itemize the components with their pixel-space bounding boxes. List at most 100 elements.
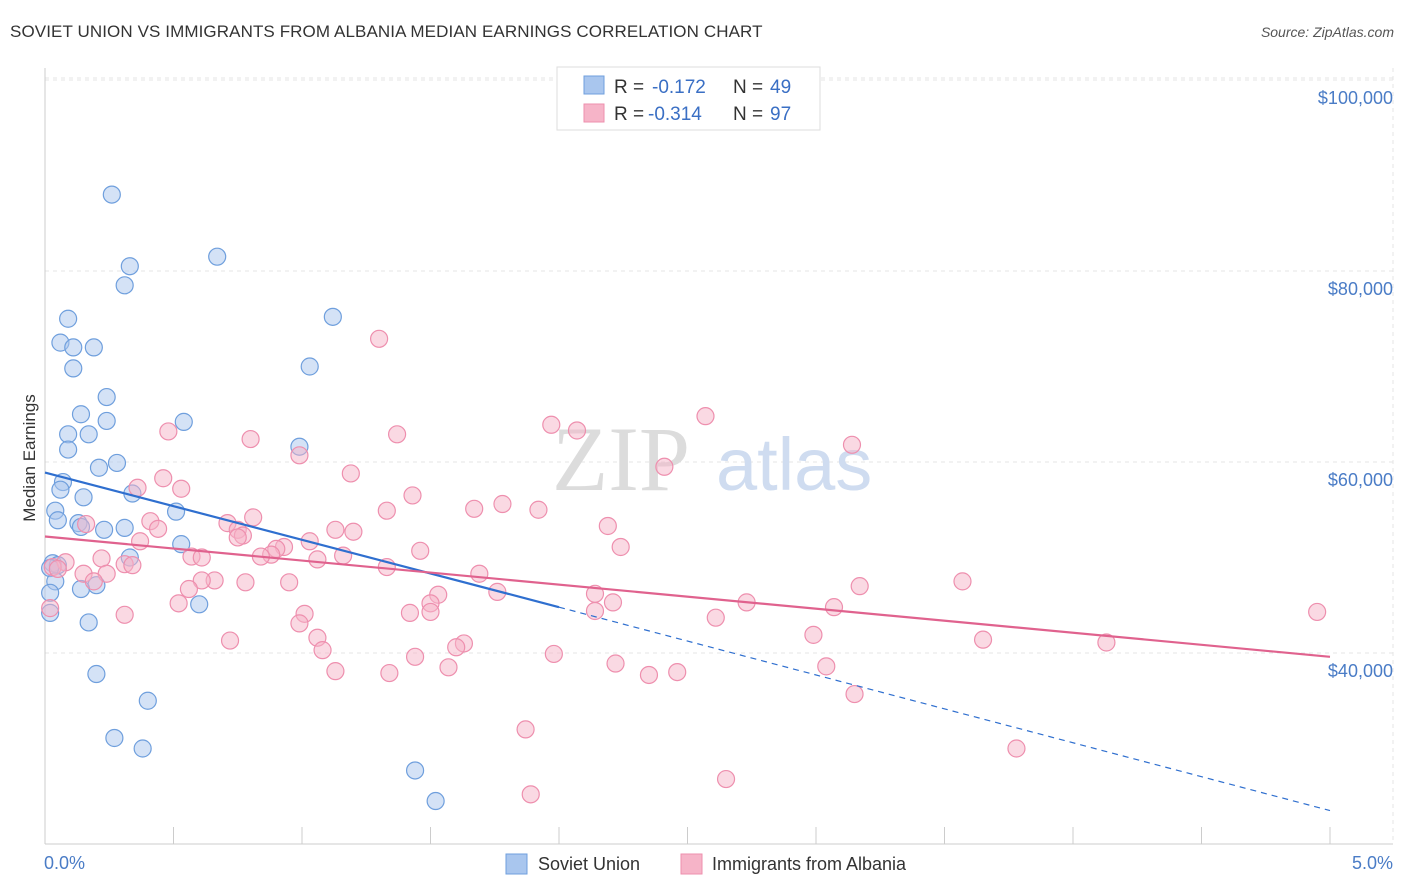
point-albania: [169, 594, 188, 613]
point-soviet-union: [59, 309, 78, 328]
point-soviet-union: [84, 338, 103, 357]
legend-r-label-1: R =: [614, 77, 644, 98]
y-tick-label: $40,000: [1328, 661, 1393, 681]
point-albania: [154, 469, 173, 488]
point-soviet-union: [48, 511, 67, 530]
bottom-legend-swatch-soviet-union: [505, 853, 528, 875]
point-albania: [598, 516, 617, 536]
point-soviet-union: [41, 583, 60, 602]
point-albania: [41, 599, 60, 618]
point-albania: [603, 593, 623, 612]
point-albania: [611, 537, 630, 557]
source-label: Source: ZipAtlas.com: [1260, 24, 1394, 40]
point-albania: [326, 520, 345, 539]
point-albania: [290, 446, 309, 465]
trend-line-soviet-union: [44, 471, 560, 609]
point-soviet-union: [115, 276, 134, 295]
point-albania: [470, 564, 489, 583]
y-axis-label: Median Earnings: [20, 394, 39, 522]
legend-n-label-2: N =: [733, 104, 763, 125]
y-tick-label: $80,000: [1328, 279, 1393, 299]
point-albania: [606, 654, 625, 673]
point-soviet-union: [97, 387, 116, 407]
point-albania: [845, 684, 864, 704]
x-tick-label-max: 5.0%: [1352, 853, 1393, 873]
point-albania: [400, 603, 420, 622]
legend-swatch-soviet-union: [583, 75, 605, 95]
point-albania: [716, 769, 736, 789]
point-albania: [953, 572, 972, 591]
point-albania: [544, 644, 563, 664]
point-albania: [326, 662, 345, 681]
point-albania: [344, 522, 363, 541]
point-soviet-union: [133, 739, 152, 758]
point-soviet-union: [107, 453, 127, 473]
x-tick-label-min: 0.0%: [44, 853, 85, 873]
series-legend: Soviet Union Immigrants from Albania: [505, 853, 907, 875]
point-albania: [241, 429, 260, 449]
point-albania: [172, 479, 191, 498]
grid-lines: [45, 77, 1393, 654]
point-soviet-union: [190, 595, 209, 614]
point-albania: [130, 532, 150, 551]
point-soviet-union: [64, 359, 83, 378]
point-albania: [439, 658, 458, 677]
point-albania: [48, 559, 67, 579]
point-soviet-union: [79, 425, 98, 444]
point-albania: [92, 549, 111, 568]
point-albania: [308, 550, 327, 569]
point-albania: [115, 605, 134, 624]
point-albania: [696, 407, 715, 426]
legend-r-value-1: -0.172: [652, 77, 706, 98]
bottom-legend-albania: Immigrants from Albania: [712, 854, 907, 874]
point-albania: [123, 556, 142, 575]
point-albania: [850, 577, 869, 596]
legend-n-value-1: 49: [770, 77, 791, 98]
trend-extension-soviet-union: [558, 606, 1331, 812]
point-albania: [280, 573, 299, 592]
bottom-legend-swatch-albania: [680, 853, 703, 875]
point-albania: [706, 608, 725, 627]
point-albania: [159, 422, 178, 441]
bottom-legend-soviet-union: Soviet Union: [538, 854, 640, 874]
point-albania: [84, 572, 103, 591]
legend-n-value-2: 97: [770, 104, 791, 125]
point-soviet-union: [97, 411, 116, 431]
y-tick-label: $100,000: [1318, 88, 1393, 108]
point-soviet-union: [405, 761, 425, 780]
axes: [44, 68, 1394, 845]
point-albania: [370, 329, 389, 348]
point-albania: [387, 425, 407, 444]
point-albania: [655, 457, 674, 476]
legend-n-label-1: N =: [733, 77, 763, 98]
point-albania: [804, 625, 823, 644]
tick-labels: $40,000 $60,000 $80,000 $100,000 0.0% 5.0%: [44, 88, 1393, 873]
data-points: [41, 185, 1327, 811]
point-soviet-union: [79, 613, 98, 632]
point-albania: [447, 638, 466, 657]
point-albania: [521, 785, 540, 804]
point-albania: [179, 579, 199, 599]
point-albania: [493, 494, 512, 514]
point-soviet-union: [138, 691, 157, 710]
point-soviet-union: [89, 458, 109, 477]
point-soviet-union: [115, 518, 134, 537]
point-soviet-union: [95, 520, 114, 539]
point-albania: [529, 500, 548, 519]
point-albania: [341, 464, 360, 483]
point-albania: [817, 657, 836, 676]
point-albania: [220, 631, 240, 650]
y-tick-label: $60,000: [1328, 470, 1393, 490]
point-soviet-union: [71, 405, 91, 424]
point-soviet-union: [87, 664, 106, 684]
point-soviet-union: [51, 480, 70, 499]
point-albania: [516, 720, 535, 739]
point-albania: [973, 630, 993, 649]
legend-swatch-albania: [583, 103, 605, 123]
point-albania: [842, 435, 862, 454]
point-albania: [377, 501, 396, 520]
point-albania: [244, 508, 263, 527]
point-soviet-union: [300, 357, 319, 376]
point-soviet-union: [59, 425, 78, 444]
point-albania: [465, 499, 484, 518]
